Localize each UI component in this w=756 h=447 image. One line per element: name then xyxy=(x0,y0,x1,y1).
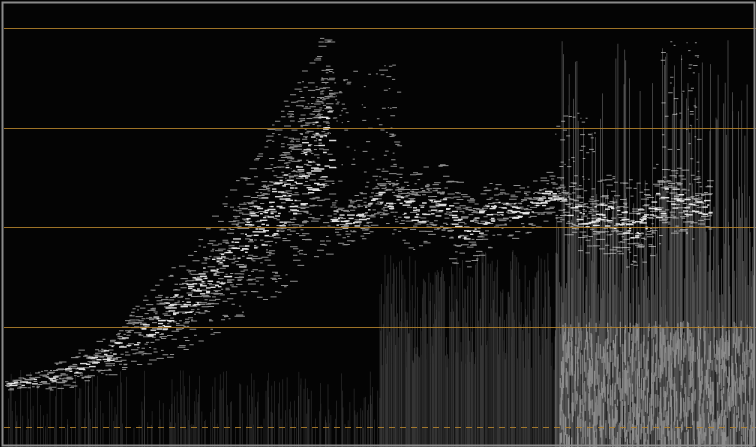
mid-streaks xyxy=(379,250,556,447)
luma-trace xyxy=(5,37,716,391)
graticule xyxy=(4,28,756,428)
faint-streaks xyxy=(8,370,381,447)
bright-streaks xyxy=(555,40,754,447)
bright-glow xyxy=(559,320,755,447)
luma-streaks xyxy=(8,40,755,447)
trace-core xyxy=(6,106,713,387)
